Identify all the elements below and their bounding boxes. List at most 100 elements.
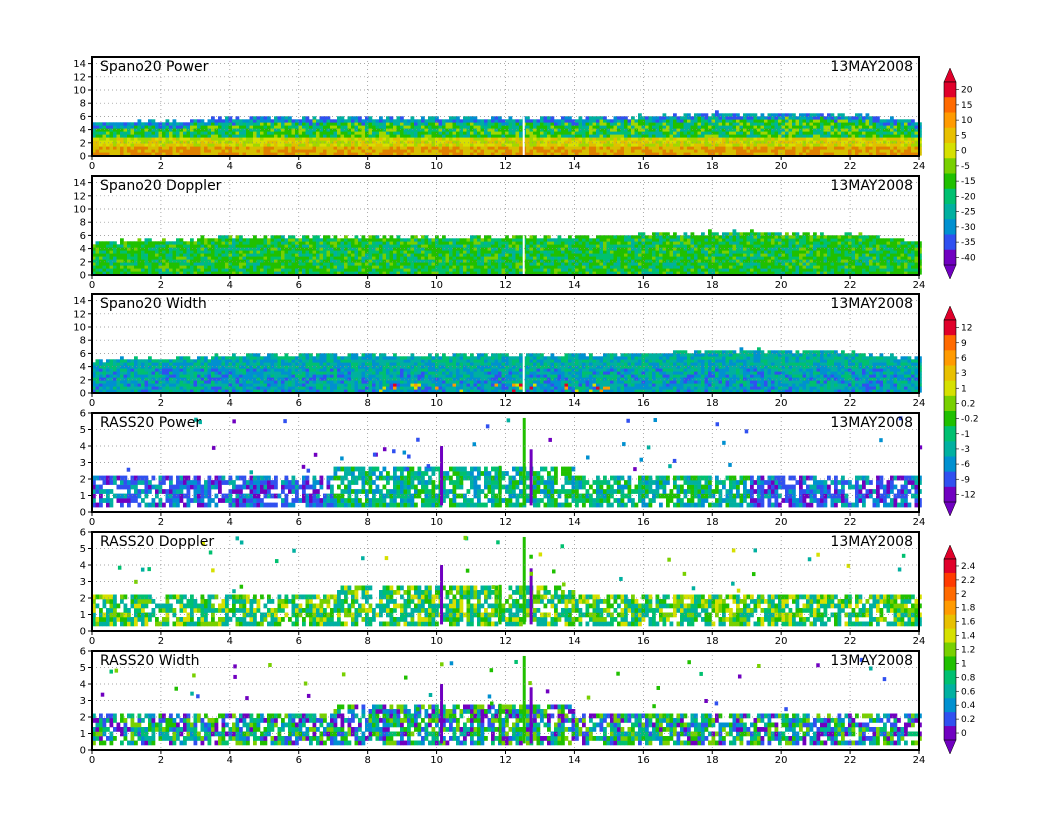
heatmap-cell [824, 137, 828, 140]
heatmap-cell [859, 119, 863, 122]
heatmap-cell [239, 238, 243, 241]
heatmap-cell [243, 134, 247, 137]
heatmap-cell [561, 262, 565, 265]
heatmap-cell [103, 250, 107, 253]
heatmap-cell [362, 256, 366, 259]
heatmap-cell [225, 131, 229, 134]
heatmap-cell [138, 241, 142, 244]
heatmap-cell [211, 262, 215, 265]
heatmap-cell [110, 146, 114, 149]
heatmap-cell [208, 250, 212, 253]
heatmap-cell [491, 244, 495, 247]
heatmap-cell [722, 125, 726, 128]
heatmap-cell [568, 247, 572, 250]
heatmap-cell [351, 134, 355, 137]
heatmap-cell [831, 137, 835, 140]
heatmap-cell [631, 143, 635, 146]
heatmap-cell [110, 244, 114, 247]
heatmap-cell [439, 122, 443, 125]
heatmap-cell [824, 116, 828, 119]
heatmap-cell [138, 250, 142, 253]
heatmap-cell [768, 131, 772, 134]
heatmap-cell [369, 122, 373, 125]
heatmap-cell [320, 143, 324, 146]
heatmap-cell [572, 262, 576, 265]
heatmap-cell [288, 134, 292, 137]
heatmap-cell [498, 131, 502, 134]
heatmap-cell [159, 268, 163, 271]
heatmap-cell [148, 119, 152, 122]
heatmap-cell [540, 119, 544, 122]
heatmap-cell [698, 125, 702, 128]
heatmap-cell [904, 143, 908, 146]
heatmap-cell [344, 143, 348, 146]
heatmap-cell [551, 143, 555, 146]
heatmap-cell [264, 128, 268, 131]
heatmap-cell [320, 244, 324, 247]
heatmap-cell [208, 247, 212, 250]
heatmap-cell [750, 140, 754, 143]
heatmap-cell [225, 238, 229, 241]
heatmap-cell [337, 265, 341, 268]
heatmap-cell [607, 238, 611, 241]
heatmap-cell [393, 122, 397, 125]
heatmap-cell [201, 125, 205, 128]
heatmap-cell [439, 134, 443, 137]
heatmap-cell [624, 128, 628, 131]
heatmap-cell [792, 149, 796, 152]
heatmap-cell [155, 241, 159, 244]
heatmap-cell [519, 122, 523, 125]
heatmap-cell [544, 119, 548, 122]
heatmap-cell [313, 253, 317, 256]
heatmap-cell [470, 149, 474, 152]
heatmap-cell [817, 113, 821, 116]
heatmap-cell [183, 265, 187, 268]
heatmap-cell [764, 149, 768, 152]
heatmap-cell [610, 241, 614, 244]
heatmap-cell [561, 253, 565, 256]
heatmap-cell [393, 146, 397, 149]
heatmap-cell [432, 268, 436, 271]
heatmap-cell [817, 146, 821, 149]
heatmap-cell [582, 122, 586, 125]
heatmap-cell [162, 122, 166, 125]
heatmap-cell [432, 146, 436, 149]
heatmap-cell [302, 119, 306, 122]
heatmap-cell [316, 134, 320, 137]
heatmap-cell [617, 262, 621, 265]
heatmap-cell [474, 146, 478, 149]
heatmap-cell [215, 137, 219, 140]
heatmap-cell [544, 149, 548, 152]
heatmap-cell [593, 119, 597, 122]
heatmap-cell [337, 256, 341, 259]
heatmap-cell [883, 131, 887, 134]
heatmap-cell [218, 128, 222, 131]
heatmap-cell [838, 137, 842, 140]
heatmap-cell [397, 268, 401, 271]
heatmap-cell [866, 116, 870, 119]
heatmap-cell [673, 134, 677, 137]
heatmap-cell [236, 122, 240, 125]
heatmap-cell [190, 262, 194, 265]
heatmap-cell [579, 256, 583, 259]
heatmap-cell [260, 256, 264, 259]
heatmap-cell [740, 122, 744, 125]
heatmap-cell [348, 146, 352, 149]
heatmap-cell [901, 134, 905, 137]
heatmap-cell [180, 250, 184, 253]
heatmap-cell [208, 137, 212, 140]
heatmap-cell [579, 137, 583, 140]
heatmap-cell [750, 149, 754, 152]
heatmap-cell [421, 265, 425, 268]
heatmap-cell [208, 125, 212, 128]
heatmap-cell [673, 146, 677, 149]
heatmap-cell [498, 122, 502, 125]
heatmap-cell [677, 128, 681, 131]
heatmap-cell [400, 247, 404, 250]
heatmap-cell [386, 137, 390, 140]
heatmap-cell [379, 241, 383, 244]
heatmap-cell [264, 256, 268, 259]
heatmap-cell [614, 131, 618, 134]
heatmap-cell [334, 128, 338, 131]
heatmap-cell [257, 146, 261, 149]
